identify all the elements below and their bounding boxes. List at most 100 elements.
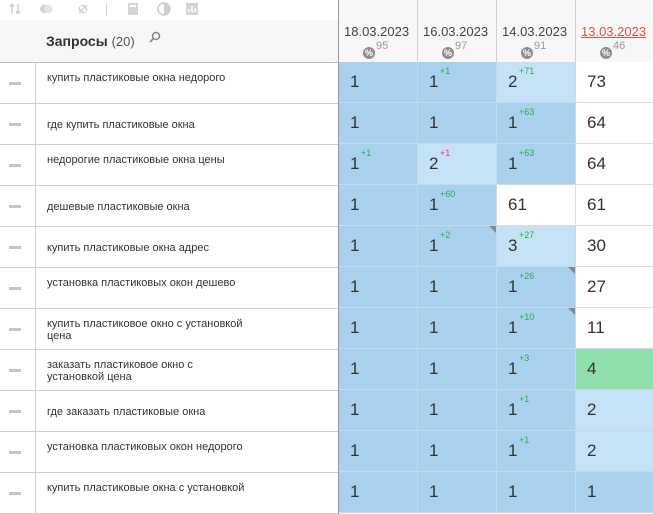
position-value: 1	[350, 441, 360, 460]
row-divider	[35, 186, 36, 226]
table-row: заказать пластиковое окно с установкой ц…	[0, 350, 338, 391]
position-value: 1	[429, 318, 439, 337]
row-toggle-icon[interactable]	[9, 410, 21, 413]
chart-icon[interactable]	[185, 2, 199, 16]
position-cell: 30	[576, 226, 653, 267]
query-text[interactable]: заказать пластиковое окно с установкой ц…	[47, 359, 193, 383]
query-text[interactable]: установка пластиковых окон дешево	[47, 277, 236, 289]
link-icon[interactable]	[76, 2, 90, 16]
query-text[interactable]: где заказать пластиковые окна	[47, 406, 206, 418]
position-cell: 1	[418, 308, 497, 349]
query-text[interactable]: купить пластиковые окна недорого	[47, 72, 226, 84]
table-row: установка пластиковых окон недорого	[0, 432, 338, 473]
row-toggle-icon[interactable]	[9, 123, 21, 126]
note-marker-icon[interactable]	[568, 308, 575, 315]
position-value: 1	[429, 195, 439, 214]
position-cell: 1	[339, 431, 418, 472]
position-cell: 1 +2	[418, 226, 497, 267]
position-value: 1	[508, 400, 518, 419]
query-text[interactable]: недорогие пластиковые окна цены	[47, 154, 225, 166]
row-toggle-icon[interactable]	[9, 82, 21, 85]
date-column-header: 16.03.2023% 97	[418, 0, 497, 63]
position-cell: 1 +1	[339, 144, 418, 185]
row-toggle-icon[interactable]	[9, 328, 21, 331]
position-cell: 1 +60	[418, 185, 497, 226]
date-label[interactable]: 16.03.2023	[423, 24, 489, 39]
position-cell: 1	[339, 185, 418, 226]
position-value: 3	[508, 236, 518, 255]
row-toggle-icon[interactable]	[9, 492, 21, 495]
position-value: 1	[350, 277, 360, 296]
query-text[interactable]: купить пластиковые окна с установкой	[47, 482, 245, 494]
position-value: 1	[508, 113, 518, 132]
position-cell: 1	[339, 308, 418, 349]
position-change: +63	[519, 148, 535, 158]
position-cell: 1 +1	[497, 390, 576, 431]
position-value: 2	[587, 441, 597, 460]
position-value: 1	[508, 359, 518, 378]
position-value: 1	[587, 482, 597, 501]
note-marker-icon[interactable]	[489, 226, 496, 233]
position-value: 1	[350, 154, 360, 173]
position-value: 61	[587, 195, 606, 214]
table-row: недорогие пластиковые окна цены	[0, 145, 338, 186]
calculator-icon[interactable]	[126, 2, 140, 16]
query-text[interactable]: где купить пластиковые окна	[47, 119, 195, 131]
query-text[interactable]: дешевые пластиковые окна	[47, 201, 190, 213]
position-value: 1	[350, 318, 360, 337]
position-value: 1	[350, 113, 360, 132]
position-change: +63	[519, 107, 535, 117]
position-cell: 27	[576, 267, 653, 308]
query-text[interactable]: купить пластиковые окна адрес	[47, 242, 209, 254]
position-cell: 1 +1	[418, 62, 497, 103]
visibility-percent: 95	[376, 40, 389, 52]
row-toggle-icon[interactable]	[9, 164, 21, 167]
toggle-icon[interactable]	[40, 2, 54, 16]
position-cell: 1	[418, 103, 497, 144]
row-toggle-icon[interactable]	[9, 369, 21, 372]
row-divider	[35, 391, 36, 431]
table-row: купить пластиковые окна адрес	[0, 227, 338, 268]
row-divider	[35, 309, 36, 349]
position-value: 1	[429, 359, 439, 378]
query-text[interactable]: установка пластиковых окон недорого	[47, 441, 243, 453]
position-cell: 2 +1	[418, 144, 497, 185]
position-value: 1	[350, 72, 360, 91]
row-toggle-icon[interactable]	[9, 246, 21, 249]
position-cell: 1	[418, 472, 497, 513]
position-value: 73	[587, 72, 606, 91]
position-value: 1	[429, 236, 439, 255]
row-toggle-icon[interactable]	[9, 451, 21, 454]
sort-icon[interactable]	[8, 2, 22, 16]
search-icon[interactable]	[148, 31, 162, 45]
table-row: установка пластиковых окон дешево	[0, 268, 338, 309]
position-cell: 1	[576, 472, 653, 513]
position-cell: 1 +10	[497, 308, 576, 349]
row-toggle-icon[interactable]	[9, 205, 21, 208]
position-value: 1	[508, 154, 518, 173]
date-label[interactable]: 18.03.2023	[344, 24, 410, 39]
contrast-icon[interactable]	[157, 2, 171, 16]
position-cell: 1	[418, 349, 497, 390]
percent-icon: %	[600, 47, 612, 59]
date-column-header: 14.03.2023% 91	[497, 0, 576, 63]
date-column-header: 18.03.2023% 95	[339, 0, 418, 63]
position-value: 1	[429, 441, 439, 460]
date-label[interactable]: 14.03.2023	[502, 24, 568, 39]
position-value: 1	[350, 236, 360, 255]
table-row: купить пластиковые окна с установкой	[0, 473, 338, 514]
row-divider	[35, 63, 36, 103]
position-cell: 1	[339, 226, 418, 267]
visibility-percent: 97	[455, 40, 468, 52]
row-toggle-icon[interactable]	[9, 287, 21, 290]
query-text[interactable]: купить пластиковое окно с установкой цен…	[47, 318, 243, 342]
date-label[interactable]: 13.03.2023	[581, 24, 647, 39]
position-value: 1	[350, 359, 360, 378]
note-marker-icon[interactable]	[568, 267, 575, 274]
position-value: 30	[587, 236, 606, 255]
row-divider	[35, 227, 36, 267]
date-column-header: 13.03.2023% 46	[576, 0, 653, 63]
row-divider	[35, 350, 36, 390]
position-cell: 1	[339, 62, 418, 103]
position-change: +27	[519, 230, 535, 240]
